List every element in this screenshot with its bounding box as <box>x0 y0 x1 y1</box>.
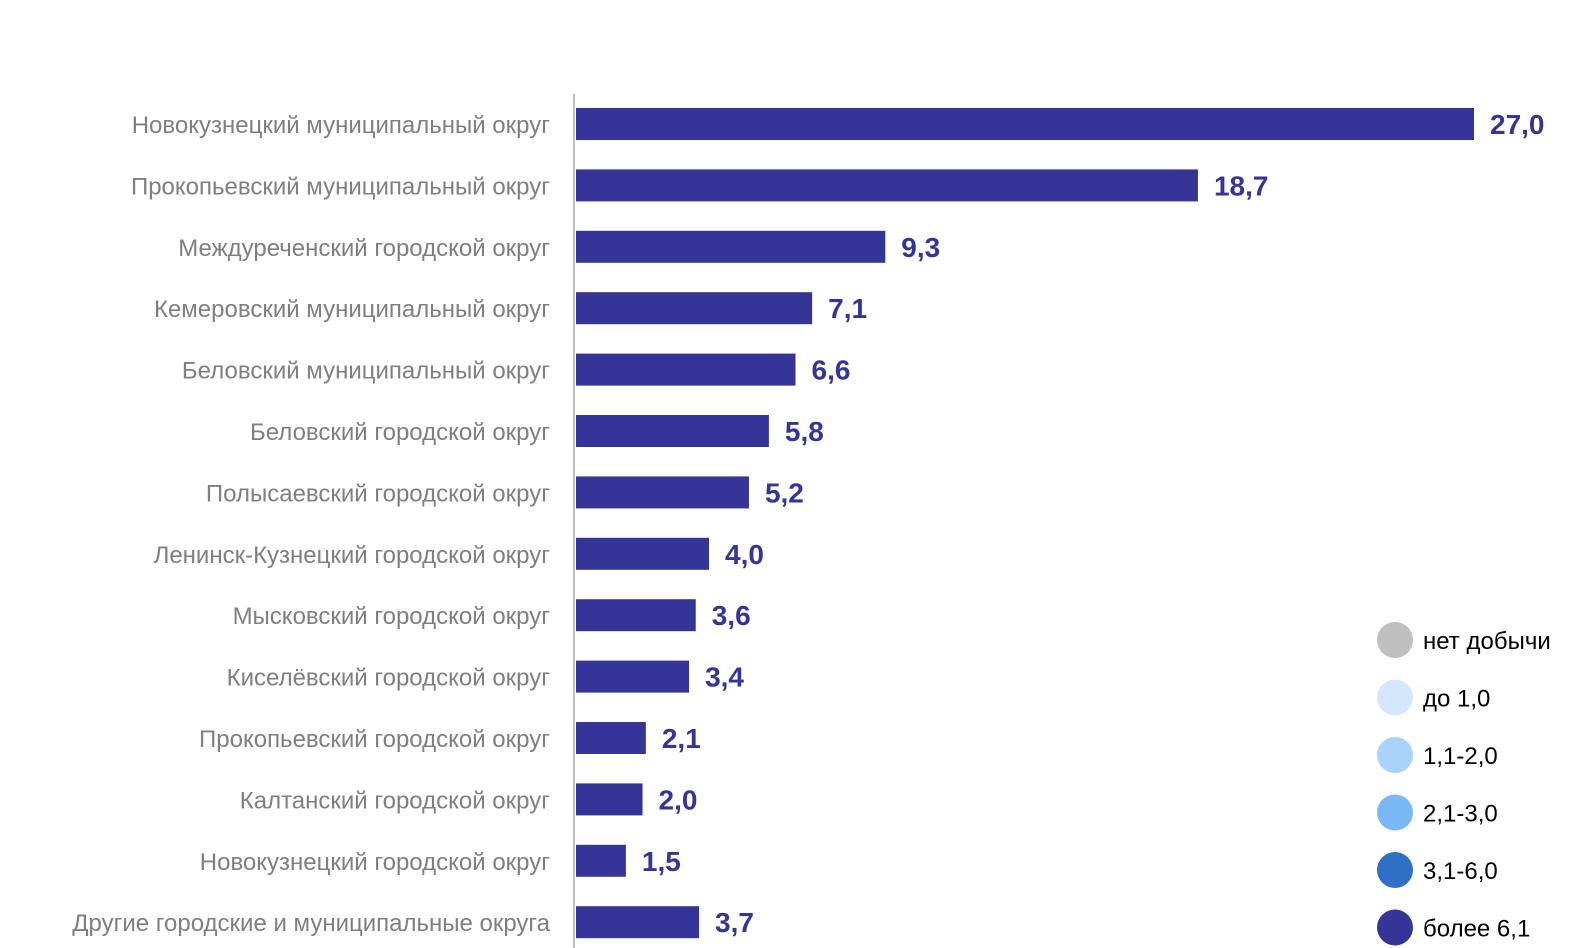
data-label: 2,1 <box>662 723 701 754</box>
category-label: Кемеровский муниципальный округ <box>154 296 550 323</box>
bar <box>576 722 646 754</box>
data-label: 5,8 <box>785 416 824 447</box>
category-label: Калтанский городской округ <box>240 787 551 814</box>
legend-swatch <box>1377 852 1413 888</box>
data-label: 5,2 <box>765 477 804 508</box>
bars-layer: Новокузнецкий муниципальный округ 27,0 Про… <box>72 108 1545 939</box>
category-label: Мысковский городской округ <box>233 603 551 630</box>
legend-label: более 6,1 <box>1423 916 1530 943</box>
legend-swatch <box>1377 737 1413 773</box>
category-label: Ленинск-Кузнецкий городской округ <box>154 542 551 569</box>
bar <box>576 906 700 939</box>
bar <box>576 599 696 632</box>
legend-label: 1,1-2,0 <box>1423 743 1498 770</box>
bar <box>576 660 690 693</box>
bar <box>576 169 1198 202</box>
category-label: Новокузнецкий муниципальный округ <box>132 112 551 139</box>
category-label: Полысаевский городской округ <box>206 480 550 507</box>
legend-label: нет добычи <box>1423 628 1551 655</box>
data-label: 4,0 <box>725 539 764 570</box>
bar <box>576 292 813 325</box>
data-label: 3,4 <box>705 662 744 693</box>
legend-label: 3,1-6,0 <box>1423 858 1498 885</box>
category-label: Междуреченский городской округ <box>178 235 550 262</box>
data-label: 2,0 <box>659 784 698 815</box>
category-label: Беловский городской округ <box>250 419 550 446</box>
bar <box>576 230 886 263</box>
bar <box>576 844 626 877</box>
category-label: Киселёвский городской округ <box>227 665 551 692</box>
bar <box>576 108 1474 140</box>
data-label: 3,6 <box>712 600 751 631</box>
bar <box>576 353 796 386</box>
legend-swatch <box>1377 622 1413 658</box>
legend-swatch <box>1377 794 1413 831</box>
data-label: 18,7 <box>1214 170 1269 201</box>
legend-label: до 1,0 <box>1423 686 1490 713</box>
legend-swatch <box>1377 679 1413 716</box>
bar <box>576 537 710 570</box>
data-label: 27,0 <box>1490 109 1545 140</box>
bar <box>576 783 643 816</box>
category-label: Новокузнецкий городской округ <box>200 849 550 876</box>
bar <box>576 415 769 447</box>
legend: нет добычи до 1,0 1,1-2,0 2,1-3,0 3,1-6,0 бол… <box>1377 622 1551 946</box>
category-label: Другие городские и муниципальные округа <box>72 910 550 937</box>
bar <box>576 476 749 509</box>
category-label: Прокопьевский городской округ <box>199 726 550 753</box>
data-label: 6,6 <box>812 355 851 386</box>
data-label: 9,3 <box>901 232 940 263</box>
category-label: Беловский муниципальный округ <box>182 358 550 385</box>
legend-label: 2,1-3,0 <box>1423 801 1498 828</box>
legend-swatch <box>1377 909 1413 946</box>
category-label: Прокопьевский муниципальный округ <box>131 173 550 200</box>
data-label: 7,1 <box>828 293 867 324</box>
data-label: 3,7 <box>715 907 754 938</box>
data-label: 1,5 <box>642 846 681 877</box>
